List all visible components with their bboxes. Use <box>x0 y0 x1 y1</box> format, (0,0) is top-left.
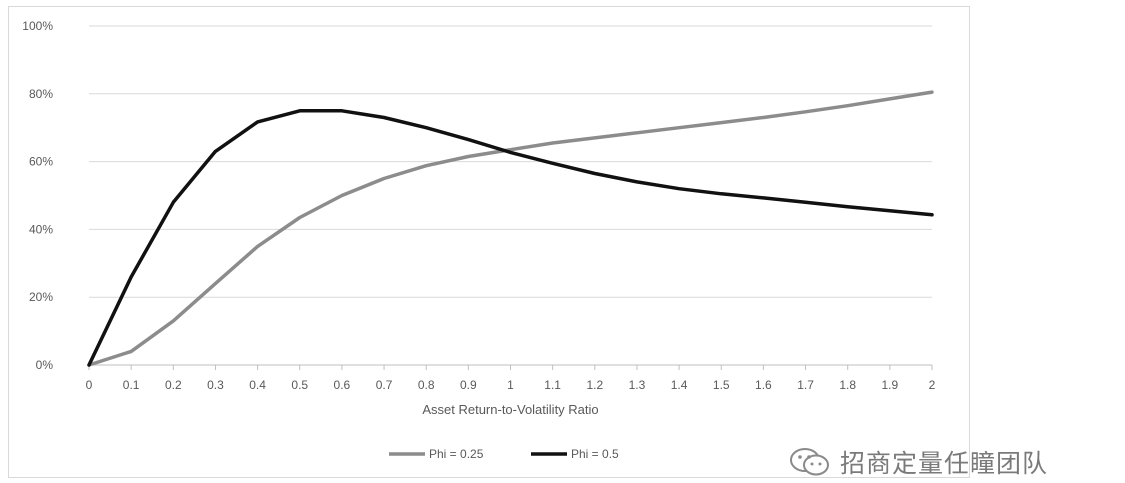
gridlines <box>89 25 932 366</box>
watermark-text: 招商定量任瞳团队 <box>840 449 1049 478</box>
x-tick-label: 1 <box>507 378 514 392</box>
line-chart: 0% 20% 40% 60% 80% 100% 0 0.1 0.2 0.3 0.4 0.5 0.6 0.… <box>22 19 936 461</box>
y-tick-label: 60% <box>29 155 53 169</box>
x-tick-label: 1.1 <box>544 378 561 392</box>
x-tick-label: 2 <box>929 378 936 392</box>
series-line-2 <box>87 109 934 367</box>
x-tick-label: 0.5 <box>291 378 308 392</box>
x-tick-label: 0.7 <box>376 378 393 392</box>
y-axis-ticks: 0% 20% 40% 60% 80% 100% <box>22 19 53 372</box>
series-line-1 <box>87 90 934 367</box>
x-tick-label: 0.3 <box>207 378 224 392</box>
x-tick-label: 1.2 <box>586 378 603 392</box>
x-tick-label: 0.8 <box>418 378 435 392</box>
x-tick-label: 1.8 <box>839 378 856 392</box>
x-tick-label: 1.7 <box>797 378 814 392</box>
x-tick-label: 1.5 <box>713 378 730 392</box>
x-tick-label: 1.4 <box>671 378 688 392</box>
legend-label-2: Phi = 0.5 <box>571 447 619 461</box>
x-tick-label: 0 <box>86 378 93 392</box>
series-lines <box>87 90 934 367</box>
y-tick-label: 40% <box>29 222 53 236</box>
legend: Phi = 0.25 Phi = 0.5 <box>389 447 619 461</box>
wechat-icon <box>790 448 829 476</box>
y-tick-label: 100% <box>22 19 53 33</box>
x-tick-label: 0.4 <box>249 378 266 392</box>
x-tick-label: 1.3 <box>629 378 646 392</box>
x-tick-label: 1.9 <box>882 378 899 392</box>
watermark: 招商定量任瞳团队 <box>788 446 1048 478</box>
x-tick-label: 0.9 <box>460 378 477 392</box>
y-tick-label: 80% <box>29 87 53 101</box>
x-tick-label: 0.6 <box>334 378 351 392</box>
legend-label-1: Phi = 0.25 <box>429 447 484 461</box>
y-tick-label: 0% <box>36 358 54 372</box>
chart-frame: 0% 20% 40% 60% 80% 100% 0 0.1 0.2 0.3 0.4 0.5 0.6 0.… <box>8 6 970 478</box>
x-tick-label: 1.6 <box>755 378 772 392</box>
y-tick-label: 20% <box>29 290 53 304</box>
x-axis-ticks: 0 0.1 0.2 0.3 0.4 0.5 0.6 0.7 0.8 0.9 1 1.1 1.2 1.3 1.… <box>86 365 936 392</box>
x-tick-label: 0.1 <box>123 378 140 392</box>
x-axis-title: Asset Return-to-Volatility Ratio <box>422 402 598 417</box>
x-tick-label: 0.2 <box>165 378 182 392</box>
